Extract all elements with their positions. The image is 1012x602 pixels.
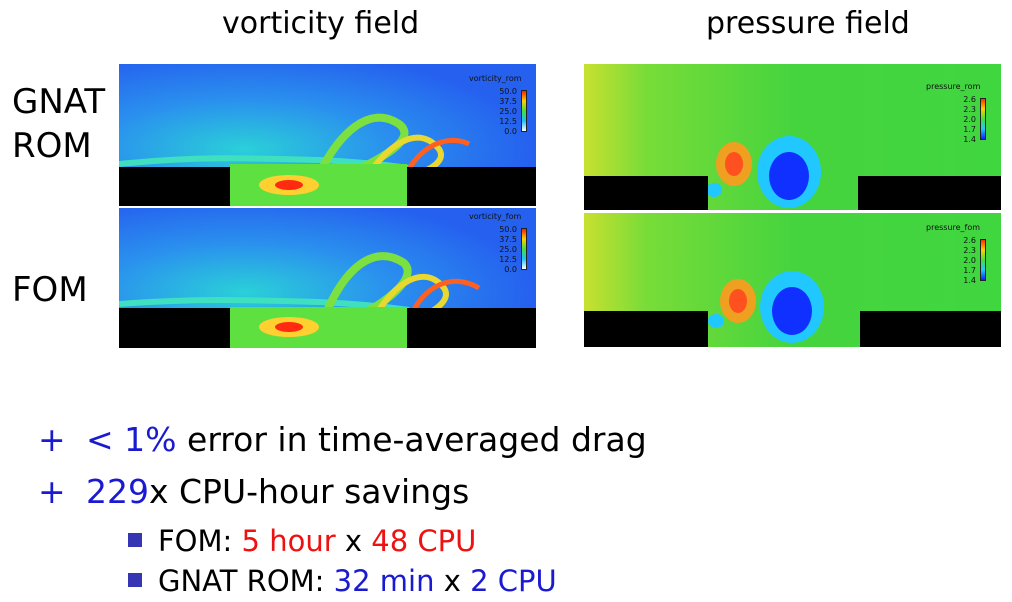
savings-factor: 229 [86, 472, 149, 511]
vort-fom-tick-1: 37.5 [499, 235, 517, 244]
vort-fom-colorbar-gradient [521, 228, 527, 270]
error-percent: 1% [124, 420, 177, 459]
vort-rom-colorbar-title: vorticity_rom [469, 74, 522, 83]
vort-rom-colorbar: vorticity_rom 50.0 37.5 25.0 12.5 0.0 [465, 74, 535, 144]
pres-fom-tick-0: 2.6 [963, 236, 976, 245]
pres-fom-left-block [584, 311, 708, 347]
rom-label-line2: ROM [12, 126, 92, 166]
pres-fom-high-core [729, 289, 747, 313]
pressure-rom-plot: pressure_rom 2.6 2.3 2.0 1.7 1.4 [584, 64, 1001, 210]
vorticity-fom-plot: vorticity_fom 50.0 37.5 25.0 12.5 0.0 [119, 208, 536, 348]
rom-times: x [443, 564, 461, 598]
plus-marker: + [38, 420, 66, 459]
plus-marker: + [38, 472, 66, 511]
vort-fom-right-block [407, 308, 536, 348]
pres-rom-tick-2: 2.0 [963, 115, 976, 124]
bullet-drag-error: + < 1% error in time-averaged drag [38, 420, 647, 459]
pres-rom-colorbar-gradient [980, 98, 986, 140]
square-bullet-icon [128, 533, 142, 547]
pres-fom-right-block [860, 311, 1001, 347]
pressure-fom-plot: pressure_fom 2.6 2.3 2.0 1.7 1.4 [584, 213, 1001, 347]
sub-bullet-fom: FOM: 5 hour x 48 CPU [128, 524, 476, 558]
rom-row-label: GNAT ROM [12, 80, 105, 168]
pres-rom-left-block [584, 176, 708, 210]
vort-rom-tick-2: 25.0 [499, 107, 517, 116]
pres-fom-colorbar-gradient [980, 239, 986, 281]
rom-minutes: 32 min [333, 564, 435, 598]
vort-rom-left-block [119, 167, 230, 206]
vort-rom-right-block [407, 167, 536, 206]
vort-fom-tick-3: 12.5 [499, 255, 517, 264]
vort-rom-colorbar-gradient [521, 90, 527, 132]
pres-rom-low-small [706, 183, 722, 197]
vort-rom-tick-3: 12.5 [499, 117, 517, 126]
vorticity-title: vorticity field [222, 6, 420, 41]
pres-fom-low-core [772, 287, 812, 335]
rom-cpus: 2 CPU [470, 564, 557, 598]
bullet-cpu-savings: +229x CPU-hour savings [38, 472, 469, 511]
vort-fom-colorbar-title: vorticity_fom [469, 212, 522, 221]
vort-fom-tick-0: 50.0 [499, 225, 517, 234]
fom-hours: 5 hour [241, 524, 336, 558]
pres-fom-colorbar: pressure_fom 2.6 2.3 2.0 1.7 1.4 [926, 223, 996, 293]
drag-error-text: error in time-averaged drag [187, 420, 647, 459]
vort-fom-left-block [119, 308, 230, 348]
pres-rom-tick-4: 1.4 [963, 135, 976, 144]
pres-rom-low-core [769, 152, 809, 200]
pres-fom-low-small [708, 314, 724, 328]
less-than-symbol: < [86, 420, 114, 459]
pres-fom-tick-2: 2.0 [963, 256, 976, 265]
vort-fom-tick-4: 0.0 [504, 265, 517, 274]
pres-fom-tick-4: 1.4 [963, 276, 976, 285]
rom-label: GNAT ROM: [158, 564, 325, 598]
fom-times: x [344, 524, 363, 558]
rom-label-line1: GNAT [12, 82, 106, 122]
vorticity-rom-plot: vorticity_rom 50.0 37.5 25.0 12.5 0.0 [119, 64, 536, 206]
fom-label: FOM: [158, 524, 233, 558]
pres-rom-colorbar: pressure_rom 2.6 2.3 2.0 1.7 1.4 [926, 82, 996, 152]
pres-fom-tick-1: 2.3 [963, 246, 976, 255]
fom-cpus: 48 CPU [371, 524, 477, 558]
vort-rom-tick-1: 37.5 [499, 97, 517, 106]
pres-rom-tick-1: 2.3 [963, 105, 976, 114]
vort-fom-colorbar: vorticity_fom 50.0 37.5 25.0 12.5 0.0 [465, 212, 535, 282]
square-bullet-icon [128, 573, 142, 587]
vort-rom-tick-4: 0.0 [504, 127, 517, 136]
fom-row-label: FOM [12, 270, 88, 310]
vort-fom-vortex-core [275, 322, 303, 332]
vort-fom-tick-2: 25.0 [499, 245, 517, 254]
pres-fom-tick-3: 1.7 [963, 266, 976, 275]
savings-text: x CPU-hour savings [149, 472, 470, 511]
pres-rom-right-block [858, 176, 1001, 210]
vort-rom-tick-0: 50.0 [499, 87, 517, 96]
vort-rom-vortex-core [275, 180, 303, 190]
pres-rom-high-core [725, 152, 743, 176]
pres-rom-tick-0: 2.6 [963, 95, 976, 104]
pressure-title: pressure field [706, 6, 910, 41]
sub-bullet-rom: GNAT ROM: 32 min x 2 CPU [128, 564, 557, 598]
pres-rom-tick-3: 1.7 [963, 125, 976, 134]
pres-rom-colorbar-title: pressure_rom [926, 82, 981, 91]
pres-fom-colorbar-title: pressure_fom [926, 223, 981, 232]
